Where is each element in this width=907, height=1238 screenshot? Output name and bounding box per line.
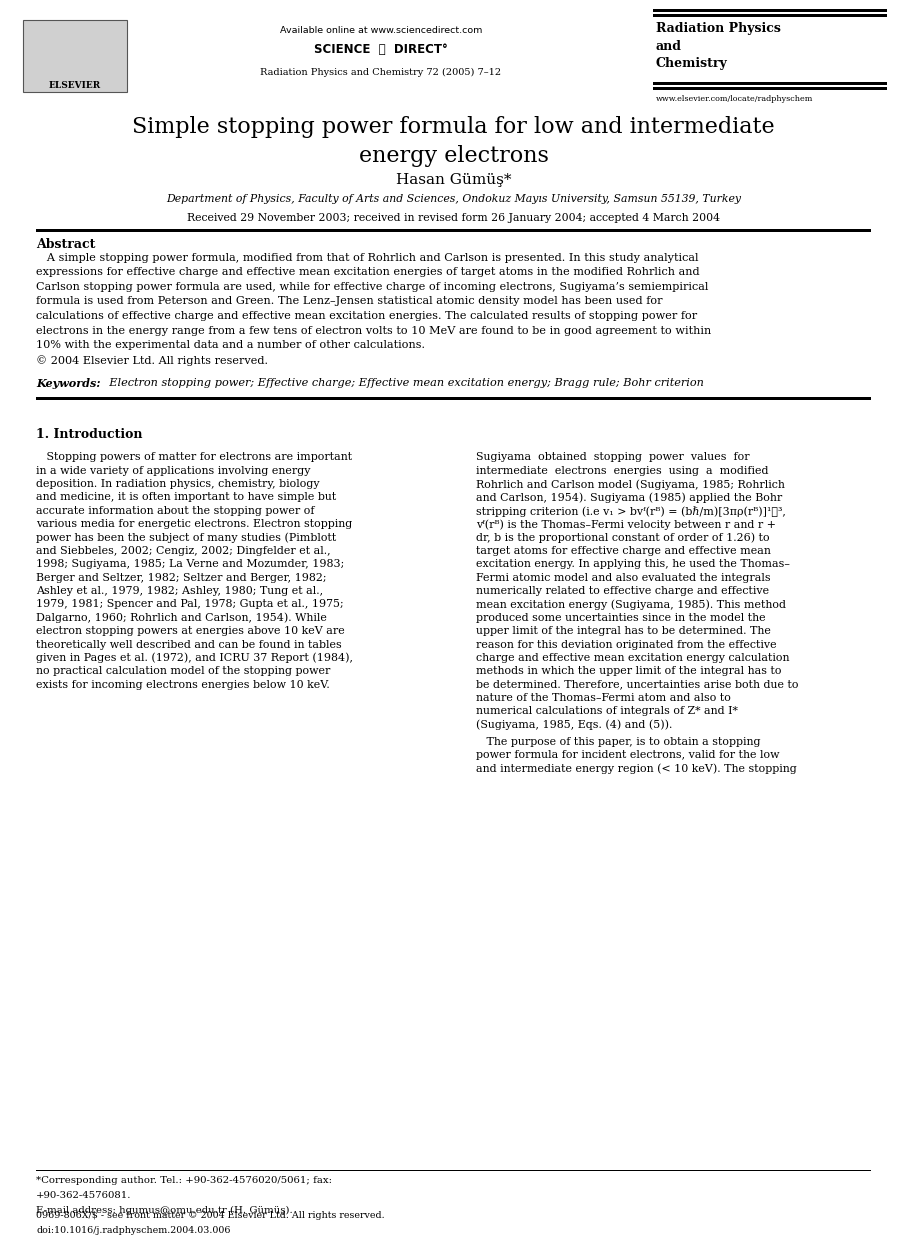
Text: no practical calculation model of the stopping power: no practical calculation model of the st… bbox=[36, 666, 331, 676]
Text: formula is used from Peterson and Green. The Lenz–Jensen statistical atomic dens: formula is used from Peterson and Green.… bbox=[36, 296, 663, 306]
Text: and: and bbox=[656, 40, 682, 53]
Text: Stopping powers of matter for electrons are important: Stopping powers of matter for electrons … bbox=[36, 452, 353, 462]
Text: Electron stopping power; Effective charge; Effective mean excitation energy; Bra: Electron stopping power; Effective charg… bbox=[102, 378, 705, 387]
Text: Sugiyama  obtained  stopping  power  values  for: Sugiyama obtained stopping power values … bbox=[476, 452, 750, 462]
Text: www.elsevier.com/locate/radphyschem: www.elsevier.com/locate/radphyschem bbox=[656, 95, 814, 103]
Text: (Sugiyama, 1985, Eqs. (4) and (5)).: (Sugiyama, 1985, Eqs. (4) and (5)). bbox=[476, 719, 673, 730]
Text: Simple stopping power formula for low and intermediate
energy electrons: Simple stopping power formula for low an… bbox=[132, 116, 775, 167]
Text: Abstract: Abstract bbox=[36, 238, 95, 251]
Bar bbox=[23, 20, 127, 92]
Text: Carlson stopping power formula are used, while for effective charge of incoming : Carlson stopping power formula are used,… bbox=[36, 282, 708, 292]
Text: and intermediate energy region (< 10 keV). The stopping: and intermediate energy region (< 10 keV… bbox=[476, 764, 797, 774]
Text: deposition. In radiation physics, chemistry, biology: deposition. In radiation physics, chemis… bbox=[36, 479, 320, 489]
Text: 1979, 1981; Spencer and Pal, 1978; Gupta et al., 1975;: 1979, 1981; Spencer and Pal, 1978; Gupta… bbox=[36, 599, 344, 609]
Text: Dalgarno, 1960; Rohrlich and Carlson, 1954). While: Dalgarno, 1960; Rohrlich and Carlson, 19… bbox=[36, 613, 327, 624]
Text: expressions for effective charge and effective mean excitation energies of targe: expressions for effective charge and eff… bbox=[36, 267, 700, 277]
Text: target atoms for effective charge and effective mean: target atoms for effective charge and ef… bbox=[476, 546, 771, 556]
Text: Rohrlich and Carlson model (Sugiyama, 1985; Rohrlich: Rohrlich and Carlson model (Sugiyama, 19… bbox=[476, 479, 785, 490]
Text: +90-362-4576081.: +90-362-4576081. bbox=[36, 1191, 132, 1200]
Text: stripping criterion (i.e v₁ > bvᶠ(rᴮ) = (bℏ/m)[3πρ(rᴮ)]¹ᐟ³,: stripping criterion (i.e v₁ > bvᶠ(rᴮ) = … bbox=[476, 506, 786, 516]
Text: 1. Introduction: 1. Introduction bbox=[36, 427, 142, 441]
Text: power has been the subject of many studies (Pimblott: power has been the subject of many studi… bbox=[36, 532, 336, 543]
Text: Ashley et al., 1979, 1982; Ashley, 1980; Tung et al.,: Ashley et al., 1979, 1982; Ashley, 1980;… bbox=[36, 586, 324, 595]
Text: upper limit of the integral has to be determined. The: upper limit of the integral has to be de… bbox=[476, 626, 771, 636]
Text: electrons in the energy range from a few tens of electron volts to 10 MeV are fo: electrons in the energy range from a few… bbox=[36, 326, 711, 335]
Bar bbox=[36, 396, 871, 400]
Text: nature of the Thomas–Fermi atom and also to: nature of the Thomas–Fermi atom and also… bbox=[476, 693, 731, 703]
Text: and medicine, it is often important to have simple but: and medicine, it is often important to h… bbox=[36, 493, 336, 503]
Text: SCIENCE  ⓐ  DIRECT°: SCIENCE ⓐ DIRECT° bbox=[314, 43, 448, 57]
Text: calculations of effective charge and effective mean excitation energies. The cal: calculations of effective charge and eff… bbox=[36, 311, 697, 321]
Text: in a wide variety of applications involving energy: in a wide variety of applications involv… bbox=[36, 465, 311, 475]
Text: Radiation Physics and Chemistry 72 (2005) 7–12: Radiation Physics and Chemistry 72 (2005… bbox=[260, 68, 502, 77]
Text: exists for incoming electrons energies below 10 keV.: exists for incoming electrons energies b… bbox=[36, 680, 330, 690]
Text: and Carlson, 1954). Sugiyama (1985) applied the Bohr: and Carlson, 1954). Sugiyama (1985) appl… bbox=[476, 493, 783, 503]
Text: produced some uncertainties since in the model the: produced some uncertainties since in the… bbox=[476, 613, 766, 623]
Text: intermediate  electrons  energies  using  a  modified: intermediate electrons energies using a … bbox=[476, 465, 768, 475]
Bar bbox=[653, 9, 887, 12]
Text: methods in which the upper limit of the integral has to: methods in which the upper limit of the … bbox=[476, 666, 782, 676]
Text: power formula for incident electrons, valid for the low: power formula for incident electrons, va… bbox=[476, 750, 780, 760]
Text: theoretically well described and can be found in tables: theoretically well described and can be … bbox=[36, 640, 342, 650]
Text: reason for this deviation originated from the effective: reason for this deviation originated fro… bbox=[476, 640, 776, 650]
Text: various media for energetic electrons. Electron stopping: various media for energetic electrons. E… bbox=[36, 519, 353, 529]
Text: numerical calculations of integrals of Z* and I*: numerical calculations of integrals of Z… bbox=[476, 707, 738, 717]
Text: Chemistry: Chemistry bbox=[656, 57, 727, 71]
Text: Hasan Gümüş*: Hasan Gümüş* bbox=[395, 173, 512, 187]
Text: 0969-806X/$ - see front matter © 2004 Elsevier Ltd. All rights reserved.: 0969-806X/$ - see front matter © 2004 El… bbox=[36, 1211, 385, 1219]
Text: mean excitation energy (Sugiyama, 1985). This method: mean excitation energy (Sugiyama, 1985).… bbox=[476, 599, 786, 610]
Bar bbox=[36, 229, 871, 232]
Text: accurate information about the stopping power of: accurate information about the stopping … bbox=[36, 506, 315, 516]
Text: 10% with the experimental data and a number of other calculations.: 10% with the experimental data and a num… bbox=[36, 340, 425, 350]
Text: Keywords:: Keywords: bbox=[36, 378, 101, 389]
Text: Fermi atomic model and also evaluated the integrals: Fermi atomic model and also evaluated th… bbox=[476, 573, 771, 583]
Text: ELSEVIER: ELSEVIER bbox=[49, 82, 101, 90]
Text: dr, b is the proportional constant of order of 1.26) to: dr, b is the proportional constant of or… bbox=[476, 532, 770, 543]
Text: A simple stopping power formula, modified from that of Rohrlich and Carlson is p: A simple stopping power formula, modifie… bbox=[36, 253, 698, 262]
Text: vᶠ(rᴮ) is the Thomas–Fermi velocity between r and r +: vᶠ(rᴮ) is the Thomas–Fermi velocity betw… bbox=[476, 519, 776, 530]
Text: Department of Physics, Faculty of Arts and Sciences, Ondokuz Mayıs University, S: Department of Physics, Faculty of Arts a… bbox=[166, 194, 741, 204]
Text: be determined. Therefore, uncertainties arise both due to: be determined. Therefore, uncertainties … bbox=[476, 680, 799, 690]
Text: doi:10.1016/j.radphyschem.2004.03.006: doi:10.1016/j.radphyschem.2004.03.006 bbox=[36, 1226, 230, 1234]
Bar bbox=[653, 82, 887, 85]
Text: Berger and Seltzer, 1982; Seltzer and Berger, 1982;: Berger and Seltzer, 1982; Seltzer and Be… bbox=[36, 573, 327, 583]
Text: © 2004 Elsevier Ltd. All rights reserved.: © 2004 Elsevier Ltd. All rights reserved… bbox=[36, 355, 268, 365]
Text: *Corresponding author. Tel.: +90-362-4576020/5061; fax:: *Corresponding author. Tel.: +90-362-457… bbox=[36, 1176, 332, 1185]
Bar bbox=[653, 14, 887, 17]
Text: given in Pages et al. (1972), and ICRU 37 Report (1984),: given in Pages et al. (1972), and ICRU 3… bbox=[36, 652, 354, 664]
Text: and Siebbeles, 2002; Cengiz, 2002; Dingfelder et al.,: and Siebbeles, 2002; Cengiz, 2002; Dingf… bbox=[36, 546, 331, 556]
Text: electron stopping powers at energies above 10 keV are: electron stopping powers at energies abo… bbox=[36, 626, 345, 636]
Text: Radiation Physics: Radiation Physics bbox=[656, 22, 781, 36]
Text: numerically related to effective charge and effective: numerically related to effective charge … bbox=[476, 586, 769, 595]
Text: The purpose of this paper, is to obtain a stopping: The purpose of this paper, is to obtain … bbox=[476, 737, 761, 747]
Bar bbox=[653, 87, 887, 90]
Text: 1998; Sugiyama, 1985; La Verne and Mozumder, 1983;: 1998; Sugiyama, 1985; La Verne and Mozum… bbox=[36, 560, 345, 569]
Text: E-mail address: hgumus@omu.edu.tr (H. Gümüş).: E-mail address: hgumus@omu.edu.tr (H. Gü… bbox=[36, 1206, 293, 1214]
Bar bbox=[36, 1170, 871, 1171]
Text: Available online at www.sciencedirect.com: Available online at www.sciencedirect.co… bbox=[279, 26, 483, 35]
Text: charge and effective mean excitation energy calculation: charge and effective mean excitation ene… bbox=[476, 652, 790, 662]
Text: Received 29 November 2003; received in revised form 26 January 2004; accepted 4 : Received 29 November 2003; received in r… bbox=[187, 213, 720, 223]
Text: excitation energy. In applying this, he used the Thomas–: excitation energy. In applying this, he … bbox=[476, 560, 790, 569]
